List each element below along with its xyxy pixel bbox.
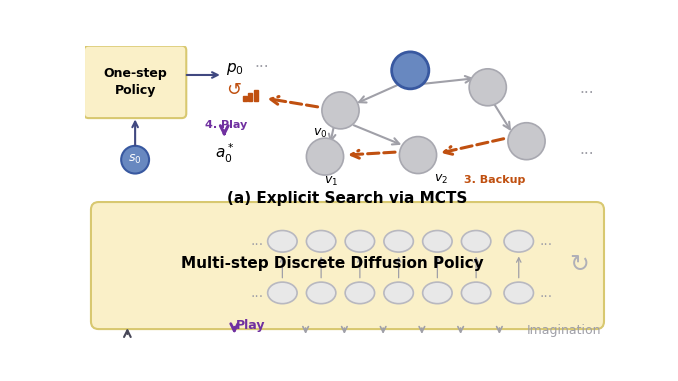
Text: ↺: ↺ bbox=[226, 82, 241, 99]
Text: $v_2$: $v_2$ bbox=[434, 173, 448, 186]
Bar bbox=[248, 93, 252, 101]
Ellipse shape bbox=[345, 282, 375, 304]
Text: $a_0^*$: $a_0^*$ bbox=[215, 142, 234, 165]
Text: ...: ... bbox=[254, 55, 268, 70]
Text: ...: ... bbox=[539, 286, 553, 300]
Text: Imagination: Imagination bbox=[527, 324, 601, 337]
Text: 4. Play: 4. Play bbox=[205, 120, 247, 130]
Bar bbox=[254, 90, 258, 101]
Text: One-step
Policy: One-step Policy bbox=[103, 67, 167, 97]
Text: $s_0$: $s_0$ bbox=[128, 153, 142, 166]
Ellipse shape bbox=[504, 231, 534, 252]
Ellipse shape bbox=[462, 282, 491, 304]
Circle shape bbox=[399, 136, 437, 173]
FancyBboxPatch shape bbox=[91, 202, 604, 329]
Text: ...: ... bbox=[250, 234, 263, 248]
Ellipse shape bbox=[268, 231, 297, 252]
Circle shape bbox=[322, 92, 359, 129]
Ellipse shape bbox=[462, 231, 491, 252]
Circle shape bbox=[392, 52, 429, 89]
Ellipse shape bbox=[306, 282, 336, 304]
Text: Play: Play bbox=[236, 319, 265, 332]
Text: Multi-step Discrete Diffusion Policy: Multi-step Discrete Diffusion Policy bbox=[182, 256, 484, 271]
Bar bbox=[243, 96, 247, 101]
Ellipse shape bbox=[422, 231, 452, 252]
Ellipse shape bbox=[345, 231, 375, 252]
Text: ...: ... bbox=[580, 80, 594, 96]
Text: ...: ... bbox=[250, 286, 263, 300]
Ellipse shape bbox=[504, 282, 534, 304]
Circle shape bbox=[121, 146, 149, 173]
Ellipse shape bbox=[268, 282, 297, 304]
Text: ↻: ↻ bbox=[570, 251, 589, 275]
Ellipse shape bbox=[384, 282, 414, 304]
Text: ...: ... bbox=[580, 142, 594, 157]
Ellipse shape bbox=[306, 231, 336, 252]
Text: $p_0$: $p_0$ bbox=[226, 61, 243, 77]
Ellipse shape bbox=[422, 282, 452, 304]
Text: ...: ... bbox=[539, 234, 553, 248]
Text: $v_1$: $v_1$ bbox=[324, 175, 338, 188]
Text: (a) Explicit Search via MCTS: (a) Explicit Search via MCTS bbox=[227, 190, 468, 206]
FancyBboxPatch shape bbox=[84, 46, 186, 118]
Text: 3. Backup: 3. Backup bbox=[464, 176, 526, 186]
Text: $v_0$: $v_0$ bbox=[313, 127, 327, 140]
Ellipse shape bbox=[384, 231, 414, 252]
Circle shape bbox=[469, 69, 506, 106]
Circle shape bbox=[508, 123, 545, 160]
Circle shape bbox=[306, 138, 344, 175]
